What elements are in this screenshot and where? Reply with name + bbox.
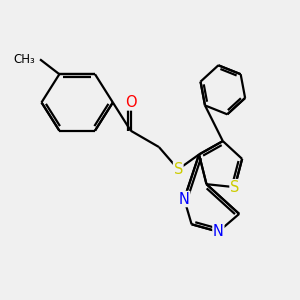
- Text: O: O: [125, 95, 136, 110]
- Text: CH₃: CH₃: [14, 53, 36, 66]
- Text: S: S: [230, 180, 239, 195]
- Text: N: N: [179, 191, 190, 206]
- Text: S: S: [173, 162, 183, 177]
- Text: N: N: [213, 224, 224, 239]
